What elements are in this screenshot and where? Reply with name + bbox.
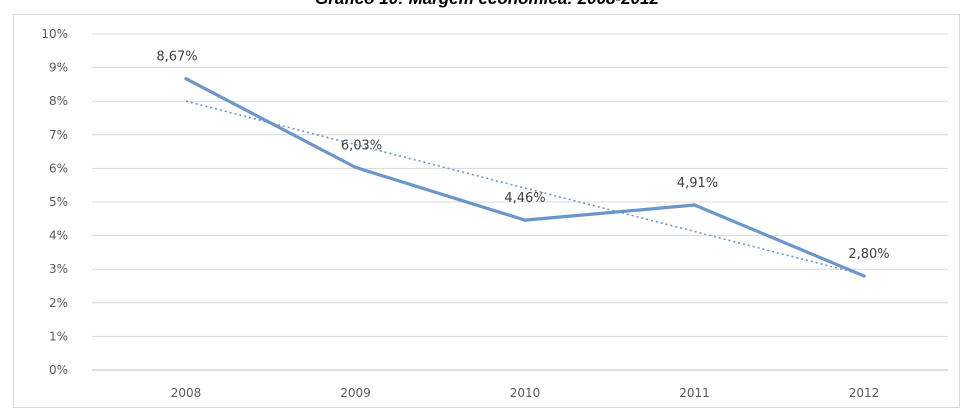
y-axis-ticks: 0% 1% 2% 3% 4% 5% 6% 7% 8% 9% 10%: [41, 27, 68, 377]
x-tick-label: 2008: [171, 386, 202, 400]
chart-frame: [13, 14, 960, 408]
data-label: 2,80%: [848, 247, 889, 262]
y-tick-label: 5%: [49, 195, 68, 209]
data-label: 8,67%: [156, 50, 197, 65]
y-tick-label: 2%: [49, 296, 68, 310]
x-tick-label: 2012: [849, 386, 880, 400]
x-tick-label: 2009: [340, 386, 371, 400]
x-tick-label: 2011: [679, 386, 710, 400]
y-tick-label: 3%: [49, 262, 68, 276]
y-tick-label: 4%: [49, 229, 68, 243]
data-point: [523, 218, 527, 222]
series-line: [184, 77, 866, 278]
data-labels: 8,67% 6,03% 4,46% 4,91% 2,80%: [156, 50, 889, 262]
x-tick-label: 2010: [510, 386, 541, 400]
y-tick-label: 0%: [49, 363, 68, 377]
data-point: [862, 274, 866, 278]
y-tick-label: 9%: [49, 61, 68, 75]
trendline-line: [185, 100, 865, 276]
y-tick-label: 8%: [49, 94, 68, 108]
chart-title: Gráfico 10: Margem econômica: 2008-2012: [0, 0, 974, 13]
trendline: [185, 100, 865, 276]
data-label: 4,46%: [504, 191, 545, 206]
data-label: 4,91%: [677, 176, 718, 191]
y-tick-label: 1%: [49, 329, 68, 343]
data-point: [692, 203, 697, 207]
gridlines: [92, 33, 948, 371]
y-tick-label: 10%: [41, 27, 68, 41]
data-point: [353, 165, 358, 169]
data-point: [184, 77, 188, 81]
y-tick-label: 7%: [49, 128, 68, 142]
data-label: 6,03%: [341, 138, 382, 153]
x-axis-ticks: 2008 2009 2010 2011 2012: [171, 386, 880, 400]
series-layer: [184, 77, 866, 278]
y-tick-label: 6%: [49, 161, 68, 175]
